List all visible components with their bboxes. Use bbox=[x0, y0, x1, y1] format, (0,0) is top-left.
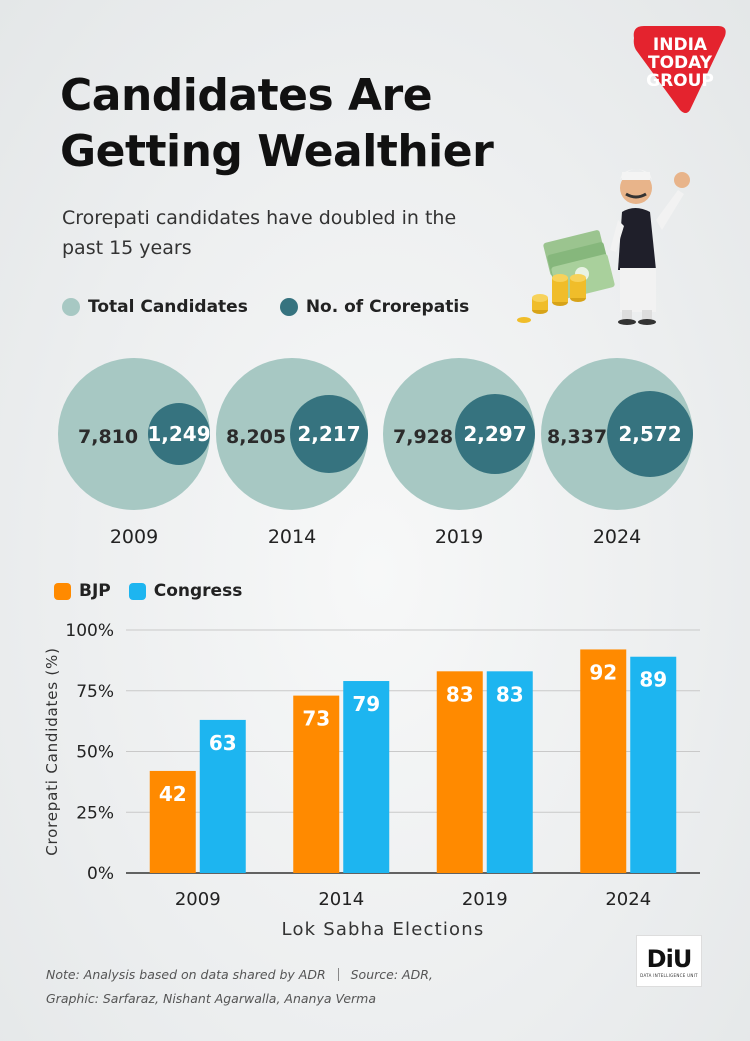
y-tick-label: 0% bbox=[87, 864, 114, 884]
legend-item-congress: Congress bbox=[128, 581, 243, 601]
y-tick-label: 100% bbox=[65, 621, 114, 641]
bubble-2024: 2,572 8,337 2024 bbox=[541, 358, 693, 548]
bar-bjp-2014 bbox=[293, 695, 340, 873]
bubble-2009: 1,249 7,810 2009 bbox=[58, 358, 211, 548]
bubble-year: 2024 bbox=[592, 526, 642, 548]
bar-bjp-2024 bbox=[580, 649, 627, 873]
title-line-1: Candidates Are bbox=[60, 70, 433, 121]
diu-logo-sub: DATA INTELLIGENCE UNIT bbox=[640, 972, 698, 978]
y-tick-label: 50% bbox=[76, 743, 114, 763]
subtitle: Crorepati candidates have doubled in the… bbox=[62, 207, 457, 259]
diu-logo: DiU DATA INTELLIGENCE UNIT bbox=[636, 935, 702, 987]
bar-chart: 0% 25% 50% 75% 100% 42 63 2009 73 79 2014 83 83 2019 9… bbox=[43, 621, 700, 940]
logo-line-2: TODAY bbox=[648, 53, 713, 73]
x-axis-title: Lok Sabha Elections bbox=[282, 919, 485, 940]
bubble-year: 2009 bbox=[109, 526, 159, 548]
y-axis-title: Crorepati Candidates (%) bbox=[43, 647, 61, 856]
legend-label-bjp: BJP bbox=[79, 581, 111, 601]
bubble-crorepati-value: 2,572 bbox=[618, 422, 682, 446]
data-label: 73 bbox=[302, 707, 330, 731]
legend-swatch-congress bbox=[128, 582, 146, 600]
legend-swatch-bjp bbox=[54, 582, 71, 600]
legend-item-crorepatis: No. of Crorepatis bbox=[279, 297, 470, 317]
legend-item-total: Total Candidates bbox=[62, 297, 248, 317]
bubble-year: 2019 bbox=[434, 526, 484, 548]
x-tick-label: 2024 bbox=[605, 889, 651, 910]
bubble-year: 2014 bbox=[267, 526, 317, 548]
bar-legend: BJP Congress bbox=[54, 581, 274, 601]
bar-bjp-2009 bbox=[149, 770, 196, 873]
x-tick-label: 2014 bbox=[318, 889, 364, 910]
data-label: 83 bbox=[446, 682, 474, 706]
bubble-2014: 2,217 8,205 2014 bbox=[216, 358, 368, 548]
legend-item-bjp: BJP bbox=[54, 581, 111, 601]
data-label: 63 bbox=[209, 731, 237, 755]
diu-logo-mark: DiU bbox=[646, 944, 693, 973]
legend-label-congress: Congress bbox=[153, 581, 243, 601]
bar-congress-2024 bbox=[630, 656, 677, 873]
bubble-crorepati-circle: 2,217 bbox=[290, 395, 368, 473]
x-tick-label: 2009 bbox=[175, 889, 221, 910]
note-separator bbox=[337, 968, 339, 981]
legend-label-crorepatis: No. of Crorepatis bbox=[305, 297, 470, 317]
india-today-group-logo: INDIA TODAY GROUP bbox=[633, 26, 726, 113]
note-text: Analysis based on data shared by ADR bbox=[83, 967, 326, 982]
legend-label-total: Total Candidates bbox=[88, 297, 248, 317]
bubble-crorepati-circle: 2,297 bbox=[455, 394, 535, 474]
bar-congress-2009 bbox=[199, 719, 246, 873]
bar-bjp-2019 bbox=[436, 671, 483, 873]
bubble-total-value: 7,928 bbox=[393, 426, 454, 448]
bubble-total-value: 8,205 bbox=[226, 426, 287, 448]
graphic-credits: Graphic: Sarfaraz, Nishant Agarwalla, An… bbox=[46, 991, 376, 1006]
data-label: 92 bbox=[589, 660, 617, 684]
y-tick-label: 75% bbox=[76, 682, 114, 702]
title-line-2: Getting Wealthier bbox=[60, 126, 494, 177]
data-label: 83 bbox=[496, 682, 524, 706]
page-title: Candidates Are Getting Wealthier bbox=[60, 68, 494, 180]
bubble-crorepati-value: 2,297 bbox=[463, 422, 527, 446]
logo-line-1: INDIA bbox=[653, 35, 708, 55]
politician-illustration bbox=[517, 169, 690, 325]
politician-figure-icon bbox=[610, 169, 690, 325]
bubble-crorepati-circle: 2,572 bbox=[607, 391, 693, 477]
legend-swatch-total bbox=[62, 298, 80, 316]
bubble-total-value: 8,337 bbox=[547, 426, 608, 448]
data-label: 42 bbox=[159, 782, 187, 806]
bubble-crorepati-value: 2,217 bbox=[297, 422, 361, 446]
bubble-crorepati-circle: 1,249 bbox=[147, 403, 211, 465]
coins-icon bbox=[517, 274, 586, 323]
data-label: 79 bbox=[352, 692, 380, 716]
logo-line-3: GROUP bbox=[646, 71, 714, 91]
bubble-crorepati-value: 1,249 bbox=[147, 422, 211, 446]
bubble-2019: 2,297 7,928 2019 bbox=[383, 358, 535, 548]
legend-swatch-crorepatis bbox=[279, 298, 298, 316]
bubble-legend: Total Candidates No. of Crorepatis bbox=[62, 297, 501, 317]
note-line-1: Note: Analysis based on data shared by A… bbox=[46, 963, 433, 987]
bubble-total-value: 7,810 bbox=[78, 426, 139, 448]
bar-congress-2014 bbox=[343, 681, 390, 873]
y-tick-label: 25% bbox=[76, 803, 114, 823]
footnote: Note: Analysis based on data shared by A… bbox=[46, 963, 433, 1011]
source-text: ADR, bbox=[402, 967, 433, 982]
note-label: Note: bbox=[46, 967, 80, 982]
bubble-row: 1,249 7,810 2009 2,217 8,205 2014 2,297 … bbox=[0, 340, 750, 548]
data-label: 89 bbox=[639, 668, 667, 692]
bar-congress-2019 bbox=[486, 671, 533, 873]
x-tick-label: 2019 bbox=[462, 889, 508, 910]
source-label: Source: bbox=[350, 967, 399, 982]
